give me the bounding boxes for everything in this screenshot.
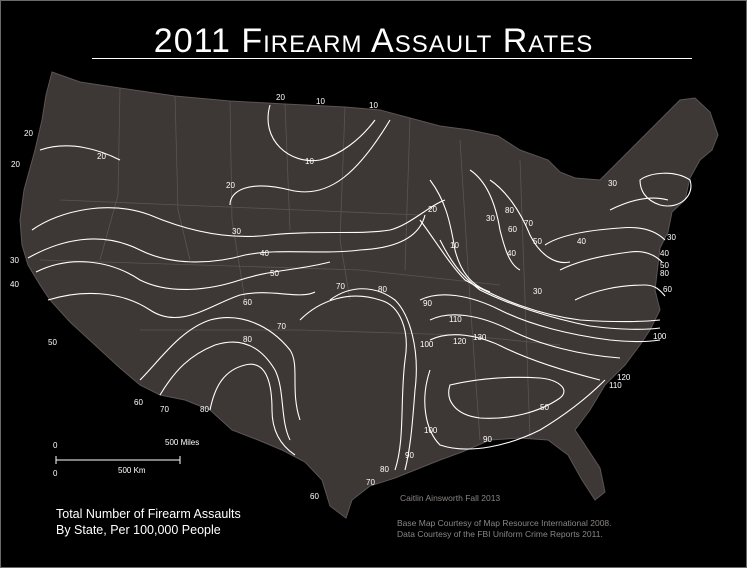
contour-label: 80 (380, 465, 389, 474)
isoline (639, 172, 692, 207)
contour-label: 80 (200, 405, 209, 414)
contour-label: 10 (316, 97, 325, 106)
contour-label: 70 (524, 219, 533, 228)
contour-label: 80 (660, 269, 669, 278)
contour-label: 60 (310, 492, 319, 501)
contour-label: 90 (423, 299, 432, 308)
isoline (329, 288, 417, 471)
contour-label: 40 (260, 249, 269, 258)
contour-label: 90 (483, 435, 492, 444)
data-credit: Data Courtesy of the FBI Uniform Crime R… (397, 529, 603, 539)
scale-miles-label: 500 Miles (165, 438, 200, 447)
contour-label: 30 (10, 256, 19, 265)
isoline (429, 179, 491, 293)
contour-label: 20 (11, 160, 20, 169)
isoline (209, 363, 296, 456)
contour-label: 10 (450, 241, 459, 250)
contour-label: 60 (134, 398, 143, 407)
isoline (159, 341, 291, 441)
legend-line-1: Total Number of Firearm Assaults (56, 507, 241, 521)
isoline (419, 294, 661, 343)
isoline (448, 376, 565, 419)
isoline-labels: 20 10 10 20 20 20 10 20 30 30 40 40 50 6… (10, 93, 676, 501)
isoline (267, 104, 376, 162)
contour-label: 40 (660, 249, 669, 258)
contour-label: 50 (533, 237, 542, 246)
contour-label: 60 (508, 225, 517, 234)
contour-label: 120 (453, 337, 467, 346)
contour-label: 100 (424, 426, 438, 435)
isoline (229, 119, 391, 206)
contour-label: 50 (540, 403, 549, 412)
author-credit: Caitlin Ainsworth Fall 2013 (400, 493, 501, 503)
scale-km-label: 500 Km (118, 466, 146, 475)
contour-label: 80 (505, 206, 514, 215)
isoline (559, 251, 663, 271)
isoline (424, 369, 606, 450)
contour-label: 30 (667, 233, 676, 242)
scale-miles-zero: 0 (53, 441, 58, 450)
isoline (429, 314, 621, 359)
isoline-group (27, 104, 692, 471)
contour-label: 20 (226, 181, 235, 190)
contour-label: 130 (473, 333, 487, 342)
isoline (574, 284, 666, 301)
contour-label: 80 (378, 285, 387, 294)
scale-bars (55, 456, 181, 464)
contour-label: 50 (270, 269, 279, 278)
isoline (429, 334, 601, 381)
contour-label: 40 (577, 237, 586, 246)
contour-label: 110 (449, 315, 462, 324)
isoline (609, 197, 669, 211)
isoline (299, 295, 407, 471)
contour-label: 70 (336, 282, 345, 291)
contour-label: 20 (276, 93, 285, 102)
contour-label: 30 (486, 214, 495, 223)
contour-label: 70 (366, 478, 375, 487)
contour-label: 120 (617, 373, 631, 382)
contour-label: 20 (24, 129, 33, 138)
contour-label: 20 (97, 152, 106, 161)
state-borders (39, 87, 561, 441)
contour-label: 110 (609, 381, 622, 390)
contour-label: 100 (420, 340, 434, 349)
map-legend: Total Number of Firearm Assaults By Stat… (56, 506, 241, 538)
isoline (39, 145, 121, 161)
contour-label: 70 (160, 405, 169, 414)
contour-label: 100 (653, 332, 667, 341)
contour-label: 10 (369, 101, 378, 110)
scale-km-zero: 0 (53, 469, 58, 478)
map-title: 2011 Firearm Assault Rates (153, 22, 594, 60)
isoline (469, 169, 521, 271)
contour-label: 80 (243, 335, 252, 344)
us-landmass (19, 71, 719, 519)
isoline (35, 261, 331, 291)
contour-label: 40 (507, 249, 516, 258)
title-underline (92, 58, 692, 59)
isoline (47, 291, 316, 319)
basemap-credit: Base Map Courtesy of Map Resource Intern… (397, 518, 612, 528)
contour-label: 30 (232, 227, 241, 236)
contour-label: 50 (660, 261, 669, 270)
contour-label: 60 (663, 285, 672, 294)
isoline (439, 239, 661, 330)
isoline (544, 226, 666, 246)
contour-label: 40 (10, 280, 19, 289)
isoline (489, 179, 571, 264)
contour-label: 60 (243, 298, 252, 307)
contour-label: 90 (405, 451, 414, 460)
isoline (419, 219, 661, 323)
contour-label: 20 (428, 205, 437, 214)
isoline (139, 317, 301, 421)
contour-label: 50 (48, 338, 57, 347)
contour-label: 70 (277, 322, 286, 331)
legend-line-2: By State, Per 100,000 People (56, 523, 221, 537)
contour-label: 30 (533, 287, 542, 296)
contour-label: 30 (608, 179, 617, 188)
isoline (31, 199, 446, 237)
isoline (27, 214, 426, 263)
contour-label: 10 (305, 157, 314, 166)
